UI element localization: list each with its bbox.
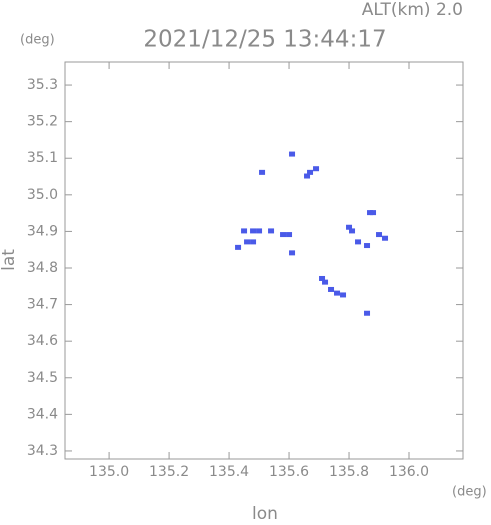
echo-point (256, 228, 263, 234)
x-tick-label: 135.8 (329, 464, 369, 480)
y-tick-label: 35.3 (27, 77, 58, 93)
y-tick-label: 35.2 (27, 114, 58, 130)
y-tick-label: 34.8 (27, 260, 58, 276)
echo-point (322, 279, 329, 285)
echo-point (304, 173, 311, 179)
x-tick-label: 135.6 (269, 464, 309, 480)
y-tick-label: 34.9 (27, 223, 58, 239)
y-unit: (deg) (20, 33, 55, 48)
echo-point (313, 166, 320, 172)
echo-point (340, 292, 347, 298)
echo-point (250, 239, 257, 245)
echo-point (355, 239, 362, 245)
echo-point (250, 228, 257, 234)
echo-point (259, 169, 266, 175)
y-tick-label: 35.0 (27, 187, 58, 203)
y-tick-label: 34.3 (27, 443, 58, 459)
echo-point (370, 210, 377, 216)
y-tick-label: 34.5 (27, 370, 58, 386)
echo-point (334, 290, 341, 296)
plot-frame (64, 61, 464, 460)
echo-point (235, 244, 242, 250)
chart-title: 2021/12/25 13:44:17 (143, 27, 386, 53)
x-tick-label: 135.0 (89, 464, 129, 480)
echo-point (289, 151, 296, 157)
echo-point (280, 232, 287, 238)
y-tick-label: 35.1 (27, 150, 58, 166)
y-tick-label: 34.7 (27, 297, 58, 313)
echo-point (382, 235, 389, 241)
x-tick-label: 135.2 (149, 464, 189, 480)
echo-point (346, 224, 353, 230)
altitude-label: ALT(km) 2.0 (362, 0, 463, 20)
echo-point (286, 232, 293, 238)
echo-point (319, 275, 326, 281)
x-axis-label: lon (252, 504, 278, 521)
echo-point (364, 243, 371, 249)
echo-point (244, 239, 251, 245)
y-tick-label: 34.4 (27, 406, 58, 422)
echo-point (241, 228, 248, 234)
echo-point (364, 310, 371, 316)
echo-point (268, 228, 275, 234)
y-tick-label: 34.6 (27, 333, 58, 349)
x-tick-label: 135.4 (209, 464, 249, 480)
y-axis-label: lat (0, 249, 19, 271)
x-unit: (deg) (452, 485, 487, 500)
echo-point (349, 228, 356, 234)
echo-point (376, 232, 383, 238)
echo-point (328, 286, 335, 292)
echo-point (307, 169, 314, 175)
x-tick-label: 136.0 (389, 464, 429, 480)
echo-point (289, 250, 296, 256)
